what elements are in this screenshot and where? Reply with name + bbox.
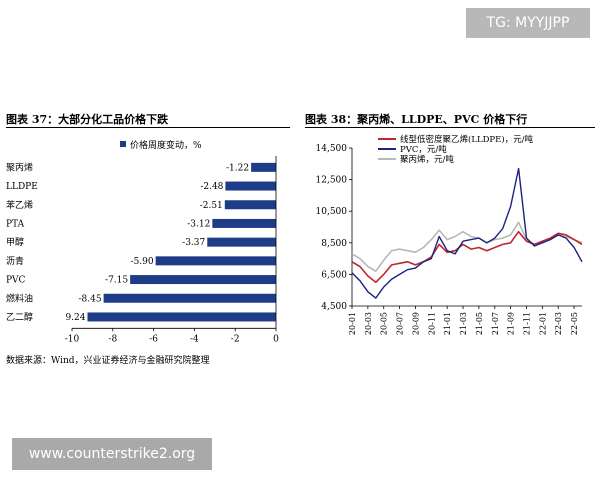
y-tick-label: 8,500 xyxy=(321,239,347,249)
bar xyxy=(251,162,276,172)
x-tick-label: 21-01 xyxy=(443,312,452,335)
x-tick-label: -4 xyxy=(190,334,199,344)
chart1-title: 图表 37：大部分化工品价格下跌 xyxy=(6,113,169,126)
legend-label: 线型低密度聚乙烯(LLDPE)，元/吨 xyxy=(400,134,534,145)
legend-label: 聚丙烯，元/吨 xyxy=(400,154,454,165)
y-tick-label: 12,500 xyxy=(316,176,348,186)
category-label: 聚丙烯 xyxy=(6,161,33,173)
line-chart: 4,500 6,500 8,500 10,500 12,500 14,500 20-01 20… xyxy=(316,134,583,335)
bar-value-label: -2.48 xyxy=(200,182,223,192)
bar-chart: 价格周度变动，% 聚丙烯 -1.22 LLDPE -2.48 苯乙烯 -2.51 PTA -3… xyxy=(6,139,279,344)
chart1-title-rule xyxy=(6,127,290,128)
x-tick-label: 20-01 xyxy=(348,312,357,335)
bar-value-label: -7.15 xyxy=(105,276,128,286)
x-tick-label: 20-05 xyxy=(380,312,389,335)
category-label: PVC xyxy=(6,276,26,286)
legend-label: PVC，元/吨 xyxy=(400,144,447,155)
series-line xyxy=(351,230,583,284)
x-tick-label: -6 xyxy=(149,334,158,344)
bar-value-label: -5.90 xyxy=(131,257,154,267)
category-label: 苯乙烯 xyxy=(6,199,33,211)
bar-value-label: -2.51 xyxy=(200,201,223,211)
chart1-legend-label: 价格周度变动，% xyxy=(130,139,202,151)
x-tick-label: 22-01 xyxy=(538,312,547,335)
bar xyxy=(130,275,276,285)
category-label: PTA xyxy=(6,219,25,229)
x-tick-label: 20-11 xyxy=(427,312,436,335)
bar xyxy=(224,200,276,210)
x-tick-label: -10 xyxy=(65,334,80,344)
x-tick-label: 21-09 xyxy=(507,312,516,335)
bar-value-label: -3.37 xyxy=(182,238,205,248)
chart2-title-rule xyxy=(305,127,595,128)
bar xyxy=(212,218,276,228)
bar-value-label: -3.12 xyxy=(187,219,210,229)
y-tick-label: 4,500 xyxy=(321,302,347,312)
bar-value-label: -8.45 xyxy=(79,294,102,304)
bar xyxy=(155,256,276,266)
bar xyxy=(87,312,276,322)
x-tick-label: 21-07 xyxy=(491,312,500,335)
x-tick-label: 0 xyxy=(273,334,279,344)
x-tick-label: 22-03 xyxy=(554,312,563,335)
x-tick-label: 21-03 xyxy=(459,312,468,335)
bar xyxy=(103,293,277,303)
source-note: 数据来源：Wind，兴业证券经济与金融研究院整理 xyxy=(6,356,210,366)
bar-value-label: 9.24 xyxy=(65,313,85,323)
x-tick-label: 21-05 xyxy=(475,312,484,335)
watermark-top: TG: MYYJJPP xyxy=(466,8,590,38)
x-tick-label: 20-09 xyxy=(411,312,420,335)
x-tick-label: -2 xyxy=(231,334,240,344)
x-tick-label: 20-07 xyxy=(396,312,405,335)
x-tick-label: 20-03 xyxy=(364,312,373,335)
watermark-bottom: www.counterstrike2.org xyxy=(12,438,212,470)
category-label: 乙二醇 xyxy=(6,311,33,323)
category-label: 沥青 xyxy=(6,255,24,267)
x-tick-label: 22-05 xyxy=(570,312,579,335)
y-tick-label: 10,500 xyxy=(316,207,348,217)
chart2-title: 图表 38：聚丙烯、LLDPE、PVC 价格下行 xyxy=(305,113,528,126)
x-tick-label: -8 xyxy=(108,334,117,344)
series-line xyxy=(351,167,583,299)
bar xyxy=(225,181,276,191)
y-tick-label: 14,500 xyxy=(316,144,348,154)
category-label: LLDPE xyxy=(6,182,38,192)
bar-value-label: -1.22 xyxy=(226,163,249,173)
chart1-legend-swatch xyxy=(120,141,126,147)
x-tick-label: 21-11 xyxy=(522,312,531,335)
category-label: 甲醇 xyxy=(6,236,24,248)
category-label: 燃料油 xyxy=(6,292,33,304)
bar xyxy=(207,237,276,247)
y-tick-label: 6,500 xyxy=(321,270,347,280)
